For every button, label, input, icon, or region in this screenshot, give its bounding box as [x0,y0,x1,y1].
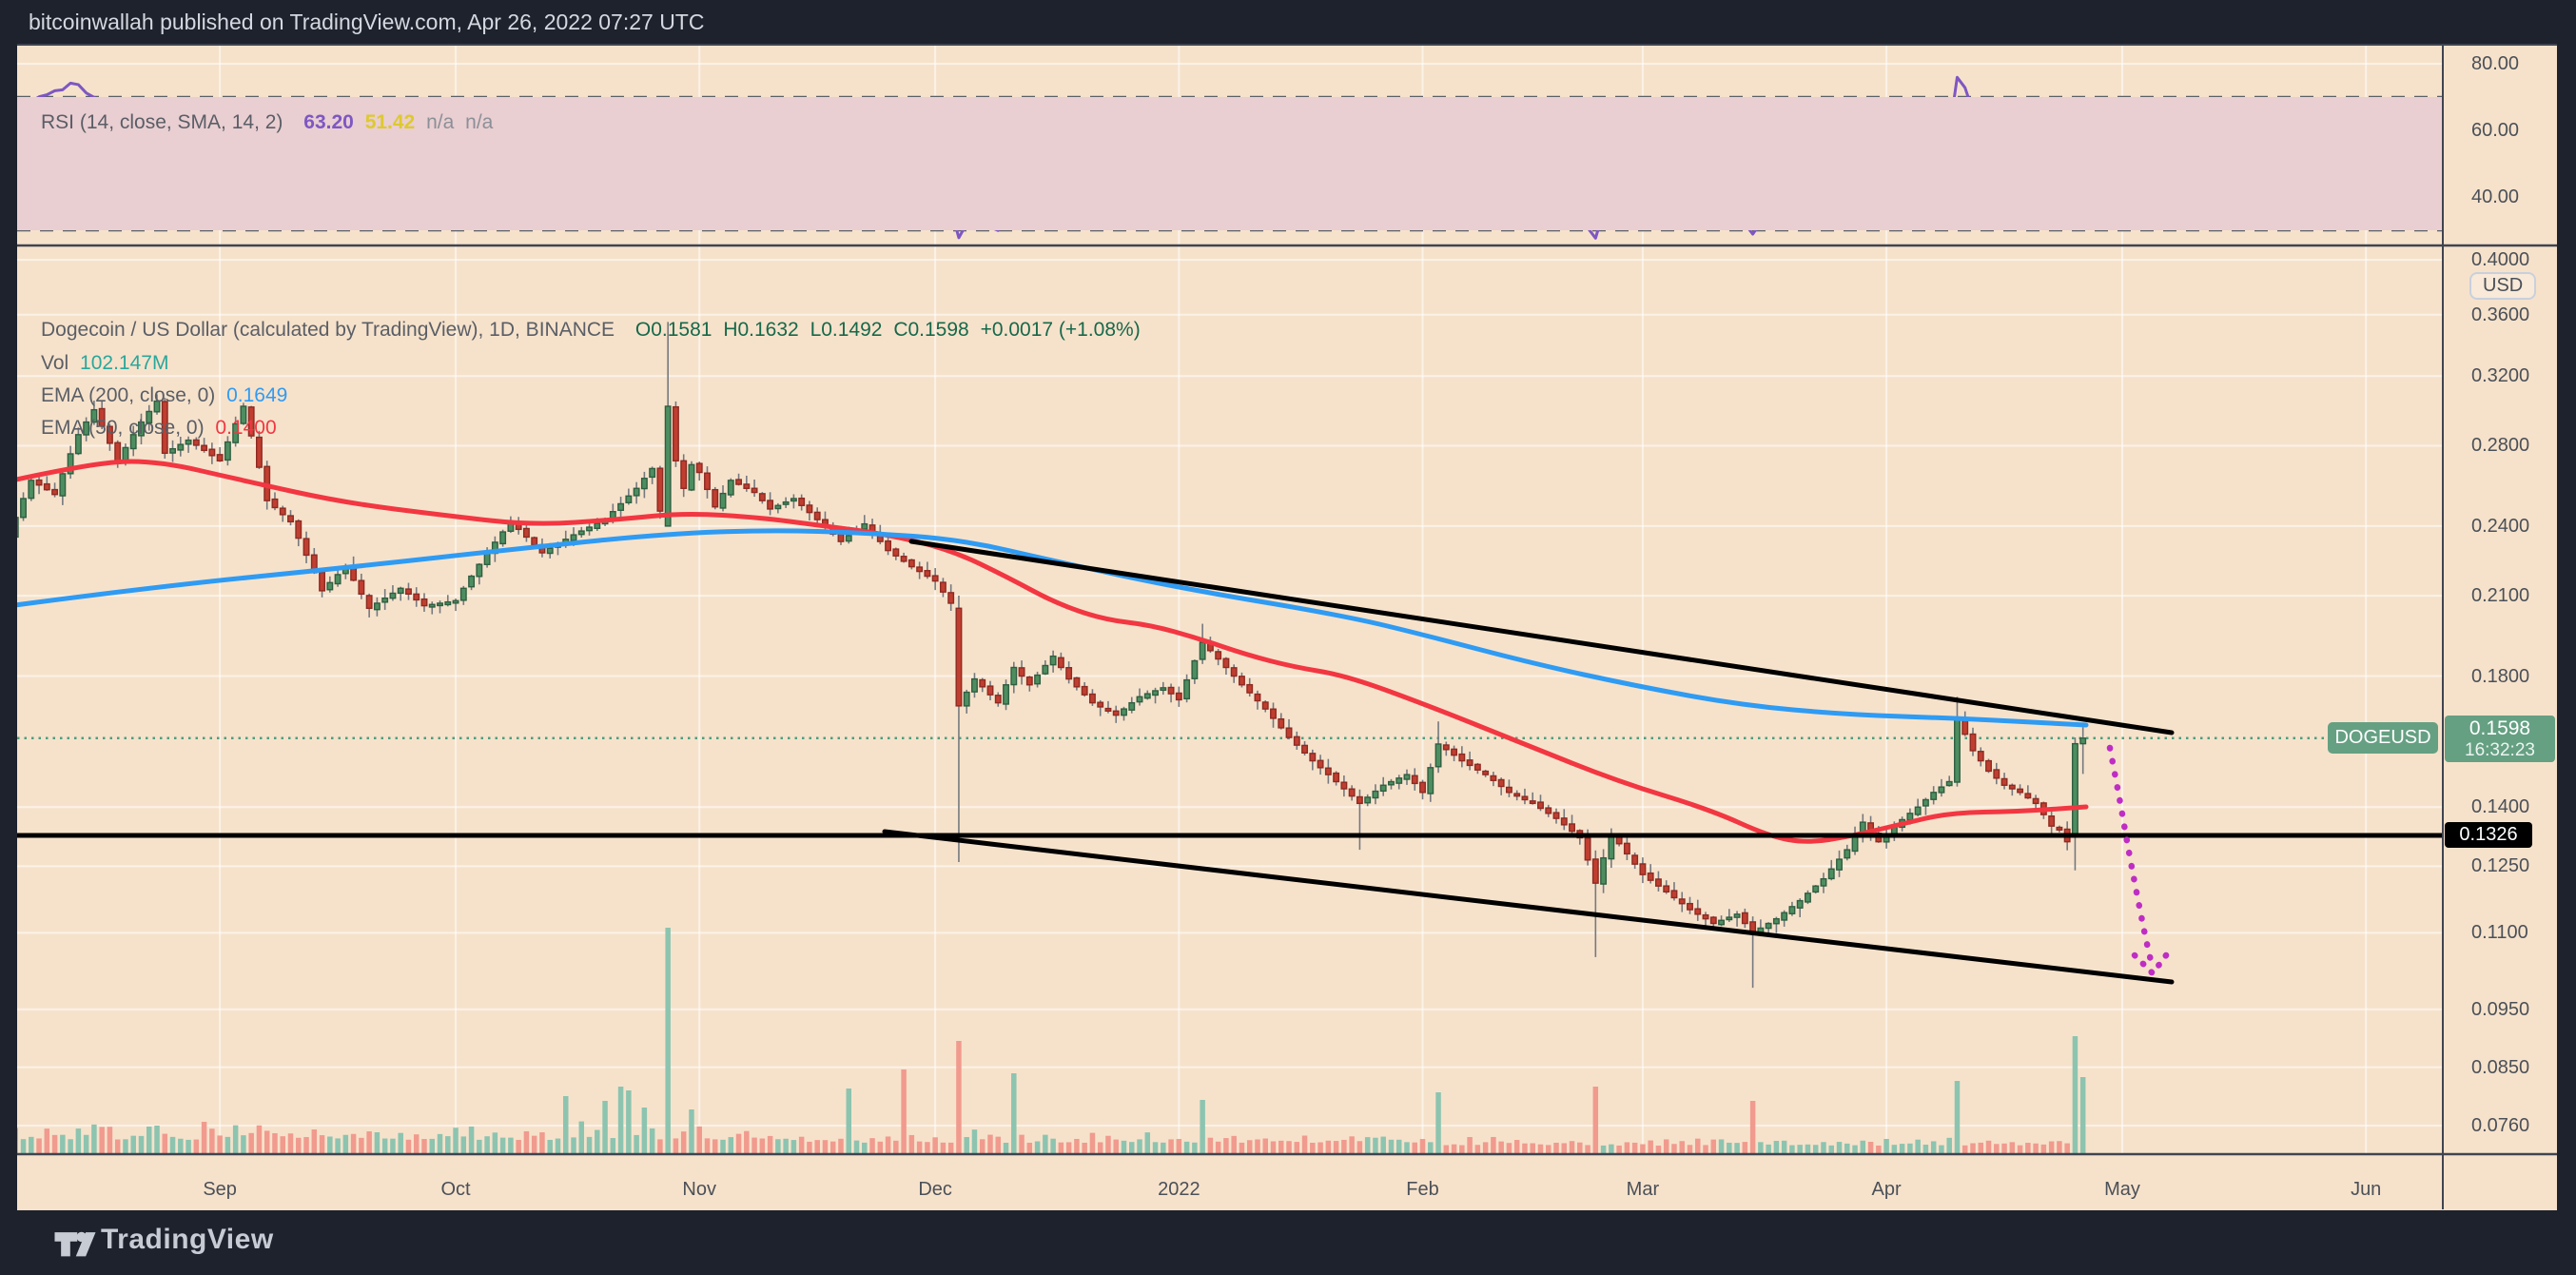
time-axis-label: Nov [682,1179,717,1200]
price-axis-label: 0.2400 [2471,515,2530,537]
volume-label: Vol [41,352,69,374]
ohlc-close: C0.1598 [893,319,969,341]
countdown-timer: 16:32:23 [2465,739,2535,760]
price-axis-label: 0.1250 [2471,855,2530,877]
symbol-legend: Dogecoin / US Dollar (calculated by Trad… [41,319,1146,342]
ema50-legend: EMA (50, close, 0) 0.1400 [41,417,283,440]
time-axis-label: Jun [2351,1179,2382,1200]
time-axis-label: Dec [918,1179,952,1200]
chart-area[interactable]: RSI (14, close, SMA, 14, 2) 63.20 51.42 … [17,44,2557,1210]
ema50-value: 0.1400 [215,417,277,439]
ohlc-change: +0.0017 (+1.08%) [980,319,1141,341]
tradingview-wordmark: TradingView [101,1224,274,1255]
price-axis-label: 0.3600 [2471,304,2530,325]
rsi-na-1: n/a [426,111,455,133]
time-axis-label: Feb [1406,1179,1439,1200]
rsi-label: RSI (14, close, SMA, 14, 2) [41,111,283,133]
tradingview-logo-icon [54,1231,96,1257]
rsi-na-2: n/a [465,111,494,133]
price-axis-label: 0.1800 [2471,665,2530,687]
rsi-value: 63.20 [303,111,354,133]
ema50-label: EMA (50, close, 0) [41,417,205,439]
rsi-legend: RSI (14, close, SMA, 14, 2) 63.20 51.42 … [41,111,498,134]
rsi-axis-label: 80.00 [2471,53,2520,74]
price-axis-label: 0.2100 [2471,585,2530,607]
time-axis-label: Apr [1871,1179,1902,1200]
ema200-value: 0.1649 [226,384,288,406]
ohlc-high: H0.1632 [723,319,799,341]
last-price-badge: 0.1598 16:32:23 [2445,715,2555,762]
rsi-axis-label: 40.00 [2471,186,2520,207]
rsi-sma-value: 51.42 [364,111,416,133]
ema200-legend: EMA (200, close, 0) 0.1649 [41,384,293,407]
time-axis-label: Mar [1626,1179,1660,1200]
price-axis-label: 0.0950 [2471,998,2530,1020]
currency-badge[interactable]: USD [2469,272,2537,300]
time-axis-label: Oct [440,1179,471,1200]
time-axis-label: May [2104,1179,2140,1200]
price-axis-label: 0.0850 [2471,1056,2530,1078]
price-axis-label: 0.3200 [2471,365,2530,387]
volume-legend: Vol 102.147M [41,352,174,375]
chart-canvas[interactable] [17,44,2557,1210]
last-price-value: 0.1598 [2469,716,2531,739]
price-axis-label: 0.2800 [2471,435,2530,457]
price-axis-label: 0.0760 [2471,1115,2530,1136]
price-axis-label: 0.1400 [2471,796,2530,818]
symbol-price-flag: DOGEUSD [2328,721,2438,754]
rsi-axis-label: 60.00 [2471,120,2520,141]
ema200-label: EMA (200, close, 0) [41,384,216,406]
price-axis-label: 0.4000 [2471,249,2530,270]
ohlc-low: L0.1492 [810,319,883,341]
symbol-title: Dogecoin / US Dollar (calculated by Trad… [41,319,615,341]
footer-bar: TradingView [0,1210,2576,1275]
time-axis-label: 2022 [1158,1179,1200,1200]
volume-value: 102.147M [80,352,169,374]
price-axis-label: 0.1100 [2471,922,2528,944]
publish-header: bitcoinwallah published on TradingView.c… [29,10,705,34]
time-axis-label: Sep [203,1179,237,1200]
level-price-badge: 0.1326 [2445,822,2532,848]
ohlc-open: O0.1581 [634,319,712,341]
